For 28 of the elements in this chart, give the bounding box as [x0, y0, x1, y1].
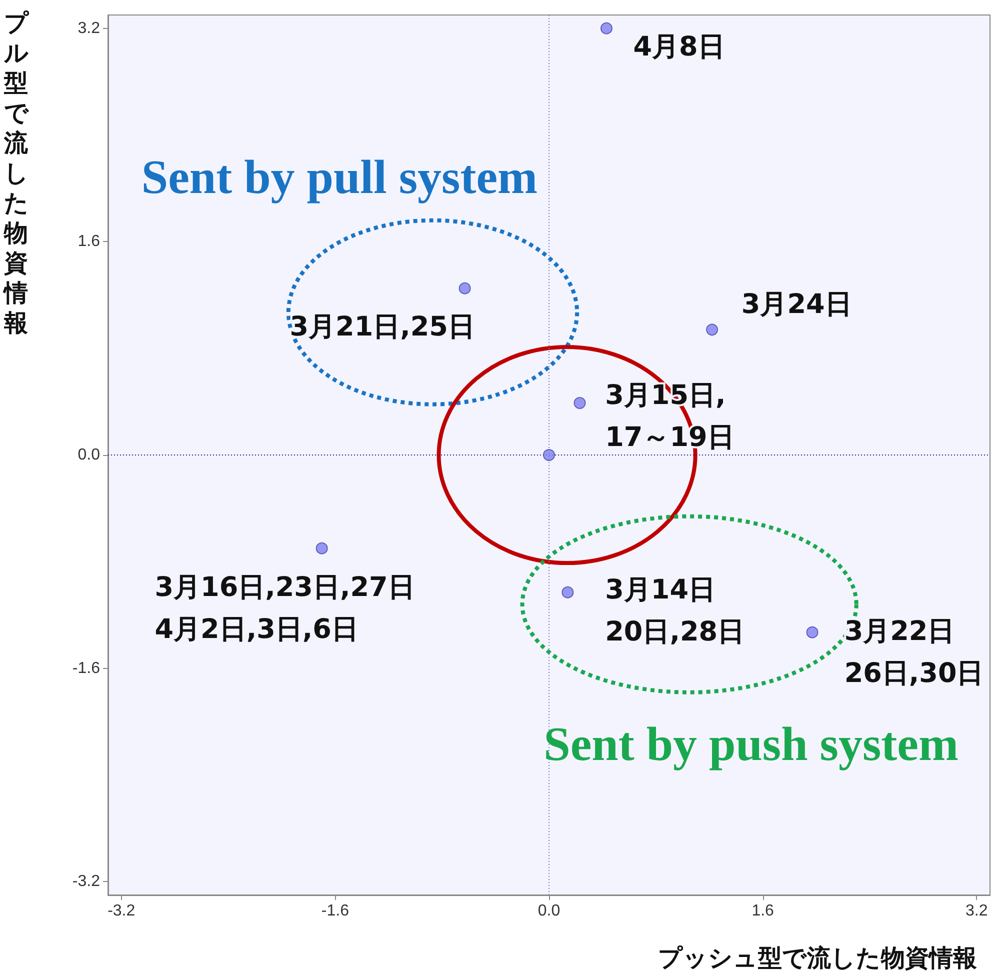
x-tick-label: 3.2 — [966, 902, 988, 920]
annotation: 3月22日 26日,30日 — [844, 616, 984, 689]
point — [543, 449, 555, 461]
annotation: 4月8日 — [633, 32, 725, 62]
point — [806, 626, 818, 638]
y-tick-label: -1.6 — [72, 660, 100, 677]
x-tick-label: 1.6 — [752, 902, 774, 920]
x-axis-title: プッシュ型で流した物資情報 — [658, 943, 977, 974]
point — [574, 397, 586, 409]
annotation: Sent by push system — [544, 718, 958, 771]
point — [562, 586, 574, 598]
annotation: 3月14日 20日,28日 — [605, 574, 745, 648]
annotation: Sent by pull system — [141, 151, 538, 204]
x-tick-label: -1.6 — [321, 902, 350, 920]
y-tick-label: 0.0 — [78, 446, 100, 464]
point — [600, 22, 612, 34]
y-tick-label: 3.2 — [78, 20, 100, 37]
y-tick-label: -3.2 — [72, 873, 100, 890]
annotation: 3月24日 — [741, 288, 852, 320]
x-tick-label: -3.2 — [108, 902, 136, 920]
point — [706, 324, 718, 336]
y-tick-label: 1.6 — [78, 233, 100, 250]
text: プル型で流した物資情報 — [4, 9, 29, 337]
x-tick-label: 0.0 — [538, 902, 560, 920]
annotation: 3月21日,25日 — [290, 312, 475, 342]
annotation: 3月16日,23日,27日 4月2日,3日,6日 — [154, 572, 415, 645]
point — [316, 542, 328, 554]
point — [458, 282, 471, 294]
